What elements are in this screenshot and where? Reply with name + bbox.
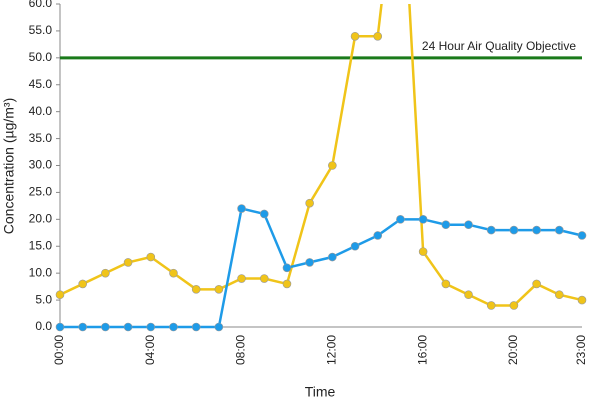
data-point [214,322,224,332]
y-tick-label: 0.0 [35,319,52,333]
data-point [78,322,87,332]
data-point [169,322,178,332]
data-point [55,322,65,332]
y-tick-label: 25.0 [29,185,53,199]
y-tick-label: 60.0 [29,0,53,10]
data-point [577,231,587,240]
x-tick-label: 00:00 [52,335,66,365]
x-tick-label: 08:00 [234,335,248,365]
data-point [373,231,383,240]
y-tick-label: 50.0 [29,50,53,64]
data-point [214,285,224,294]
data-point [305,258,314,267]
data-point [464,290,473,300]
data-point [146,322,156,332]
data-point [441,279,451,289]
y-tick-label: 10.0 [29,265,53,279]
data-point [418,247,428,256]
data-point [350,31,360,41]
y-tick-label: 45.0 [29,77,53,91]
data-point [123,322,133,332]
data-point [532,225,541,235]
objective-label: 24 Hour Air Quality Objective [422,39,576,53]
x-tick-label: 12:00 [325,335,339,365]
y-tick-label: 20.0 [29,212,53,226]
x-tick-label: 04:00 [143,335,157,365]
y-tick-label: 5.0 [35,292,52,306]
data-point [305,198,314,208]
data-point [55,290,65,300]
data-point [328,161,337,170]
x-tick-label: 20:00 [506,335,520,365]
data-point [237,274,246,283]
data-point [350,241,360,251]
data-point [486,301,496,310]
data-point [146,252,156,262]
data-point [464,220,473,230]
data-point [191,322,201,332]
data-point [486,225,496,235]
data-point [282,263,292,273]
data-point [577,295,587,305]
data-point [259,209,269,219]
data-point [282,279,292,289]
data-point [509,225,519,235]
data-point [169,268,178,278]
data-point [328,252,337,262]
data-point [78,279,87,289]
x-tick-label: 23:00 [574,335,588,365]
data-point [123,258,133,267]
data-point [101,268,110,278]
y-tick-label: 55.0 [29,23,53,37]
data-point [509,301,519,310]
data-point [237,204,246,213]
data-point [555,290,564,300]
y-tick-label: 15.0 [29,238,53,252]
data-point [259,274,269,283]
data-point [191,285,201,294]
data-point [555,225,564,235]
y-tick-label: 35.0 [29,131,53,145]
data-point [418,215,428,224]
series-line [60,207,583,329]
y-tick-label: 30.0 [29,158,53,172]
plot-area [55,4,587,332]
data-point [396,215,405,224]
data-point [101,322,110,332]
data-point [373,31,383,41]
y-tick-label: 40.0 [29,104,53,118]
data-point [532,279,541,289]
data-point [441,220,451,230]
x-axis-title: Time [305,384,336,400]
x-tick-label: 16:00 [415,335,429,365]
y-axis-title: Concentration (µg/m³) [1,98,17,234]
